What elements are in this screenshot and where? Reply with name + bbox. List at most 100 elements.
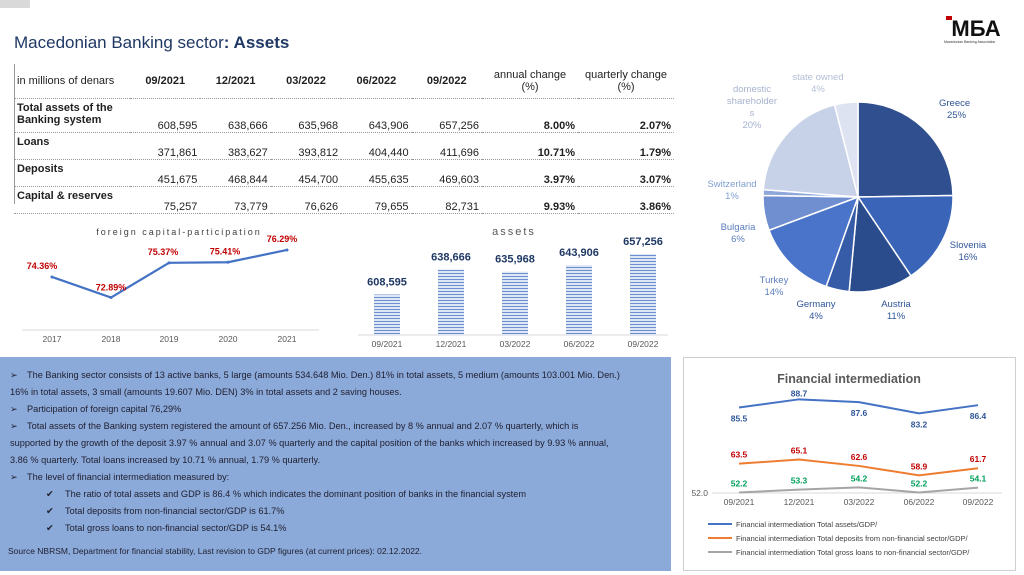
x-tick-label: 03/2022 xyxy=(500,339,531,349)
summary-line: The ratio of total assets and GDP is 86.… xyxy=(65,489,526,499)
table-cell: 455,635 xyxy=(341,159,412,187)
data-point xyxy=(167,261,171,265)
chart-title: Financial intermediation xyxy=(777,372,921,386)
logo-accent xyxy=(946,16,952,20)
mba-logo: МБА xyxy=(946,16,1001,41)
series-line xyxy=(738,458,979,477)
table-left-border xyxy=(14,64,15,204)
pie-plot-area: Greece 25% Slovenia 16% Austria 11% Germany 4% T… xyxy=(707,72,986,322)
x-tick-label: 2020 xyxy=(219,334,238,344)
slice-label: Austria 11% xyxy=(881,299,911,322)
pie-slice xyxy=(768,195,860,288)
x-tick-label: 09/2021 xyxy=(372,339,403,349)
x-tick-label: 03/2022 xyxy=(844,497,875,507)
bar xyxy=(374,294,400,335)
data-label: 54.1 xyxy=(970,474,987,484)
pie-slice xyxy=(833,101,859,198)
summary-line: Participation of foreign capital 76,29% xyxy=(27,404,182,414)
slice-label: Turkey 14% xyxy=(760,275,789,298)
table-cell: 608,595 xyxy=(130,98,201,133)
annual-cell: 8.00% xyxy=(482,98,578,133)
table-cell: 454,700 xyxy=(270,159,342,187)
checkmark-icon: ✔ xyxy=(46,523,54,533)
data-label: 88.7 xyxy=(791,388,808,398)
ownership-pie-chart: Greece 25% Slovenia 16% Austria 11% Germany 4% T… xyxy=(707,72,986,322)
data-point xyxy=(226,260,230,264)
bar-plot-area: 608,595 09/2021 638,666 12/2021 635,968 03/20… xyxy=(367,236,663,349)
summary-line: 3.86 % quarterly. Total loans increased … xyxy=(10,455,321,465)
col-header: 06/2022 xyxy=(341,64,412,99)
table-cell: 371,861 xyxy=(130,132,201,160)
table-cell: 657,256 xyxy=(411,98,482,133)
legend-label: Financial intermediation Total deposits … xyxy=(736,534,969,543)
data-label: 52.2 xyxy=(911,478,928,488)
quarterly-cell: 3.07% xyxy=(578,159,674,187)
quarterly-cell: 2.07% xyxy=(578,98,674,133)
fi-legend: Financial intermediation Total assets/GD… xyxy=(708,520,970,557)
x-tick-label: 2021 xyxy=(278,334,297,344)
slice-label: Bulgaria 6% xyxy=(721,222,757,245)
data-label: 54.2 xyxy=(851,473,868,483)
table-cell: 73,779 xyxy=(200,186,271,214)
table-cell: 469,603 xyxy=(411,159,482,187)
line-plot-area: 74.36% 2017 72.89% 2018 75.37% 2019 75.41% 2020… xyxy=(27,234,298,344)
data-label: 62.6 xyxy=(851,452,868,462)
legend-label: Financial intermediation Total gross loa… xyxy=(736,548,970,557)
quarterly-change-header: quarterly change (%) xyxy=(578,64,674,99)
data-label: 75.37% xyxy=(148,247,179,257)
data-label: 52.2 xyxy=(731,478,748,488)
y-axis-min-label: 52.0 xyxy=(691,488,708,498)
bullet-arrow-icon: ➢ xyxy=(10,404,18,414)
x-tick-label: 2018 xyxy=(102,334,121,344)
data-label: 643,906 xyxy=(559,247,599,259)
table-cell: 643,906 xyxy=(341,98,412,133)
annual-cell: 3.97% xyxy=(482,159,578,187)
chart-title: assets xyxy=(492,226,536,238)
table-cell: 638,666 xyxy=(200,98,271,133)
data-label: 635,968 xyxy=(495,254,535,266)
data-label: 75.41% xyxy=(210,246,241,256)
data-label: 638,666 xyxy=(431,251,471,263)
pie-slice xyxy=(762,104,859,198)
fi-plot-area: 85.5 88.7 87.6 83.2 86.4 63.5 65.1 62.6 58.9 61.7… xyxy=(724,388,994,507)
col-header: 09/2022 xyxy=(411,64,482,99)
data-point xyxy=(285,248,289,252)
table-cell: 76,626 xyxy=(270,186,342,214)
data-label: 85.5 xyxy=(731,413,748,423)
x-tick-label: 09/2021 xyxy=(724,497,755,507)
logo-mark: МБА xyxy=(951,16,1000,41)
table-cell: 451,675 xyxy=(130,159,201,187)
data-label: 61.7 xyxy=(970,454,987,464)
table-cell: 635,968 xyxy=(270,98,342,133)
quarterly-cell: 1.79% xyxy=(578,132,674,160)
data-label: 83.2 xyxy=(911,419,928,429)
financial-intermediation-chart: Financial intermediation 52.0 85.5 88.7 87… xyxy=(691,372,1002,557)
pie-slice xyxy=(857,101,954,198)
annual-cell: 10.71% xyxy=(482,132,578,160)
summary-panel: ➢ The Banking sector consists of 13 acti… xyxy=(0,357,671,571)
data-label: 74.36% xyxy=(27,261,58,271)
legend-label: Financial intermediation Total assets/GD… xyxy=(736,520,878,529)
table-cell: 75,257 xyxy=(130,186,201,214)
data-point xyxy=(109,296,113,300)
series-line xyxy=(51,248,288,299)
summary-line: The Banking sector consists of 13 active… xyxy=(27,370,620,380)
bar xyxy=(630,253,656,335)
table-cell: 383,627 xyxy=(200,132,271,160)
page-title: Macedonian Banking sector: Assets xyxy=(14,33,290,52)
bar xyxy=(502,271,528,335)
table-header-row: in millions of denars 09/2021 12/2021 03… xyxy=(14,64,674,99)
quarterly-cell: 3.86% xyxy=(578,186,674,214)
table-cell: 82,731 xyxy=(411,186,482,214)
source-note: Source NBRSM, Department for financial s… xyxy=(8,546,423,556)
x-tick-label: 12/2021 xyxy=(436,339,467,349)
slice-label: Switzerland 1% xyxy=(707,179,756,202)
annual-cell: 9.93% xyxy=(482,186,578,214)
row-label: Deposits xyxy=(14,159,130,187)
summary-line: 16% in total assets, 3 small (amounts 19… xyxy=(10,387,402,397)
row-label: Total assets of the Banking system xyxy=(14,98,130,133)
row-label: Loans xyxy=(14,132,130,160)
table-cell: 393,812 xyxy=(270,132,342,160)
bar xyxy=(438,269,464,335)
col-header: 03/2022 xyxy=(270,64,342,99)
